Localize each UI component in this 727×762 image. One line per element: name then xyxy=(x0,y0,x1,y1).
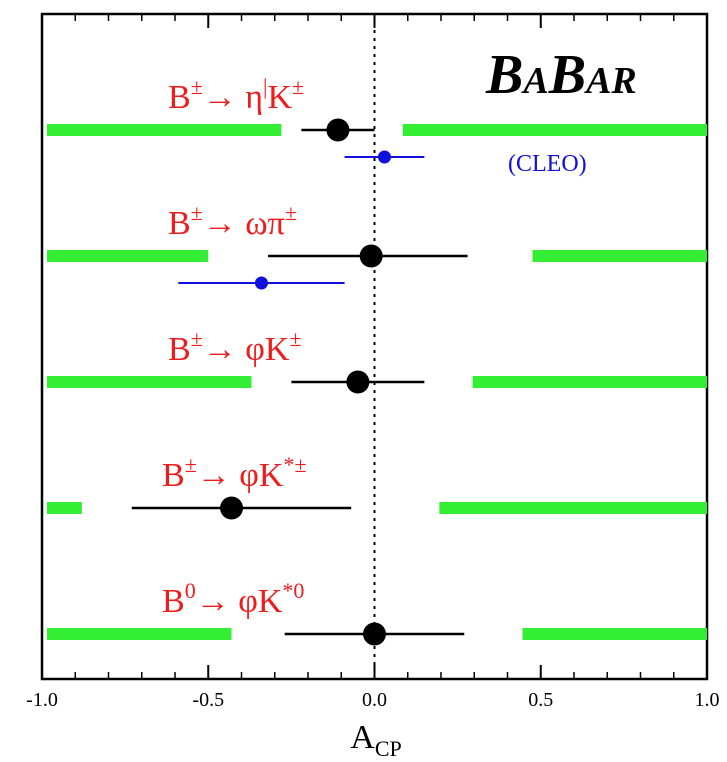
excluded-region-bar xyxy=(472,376,707,388)
decay-parent-charge: ± xyxy=(191,74,203,99)
decay-row: B±→ φK*± xyxy=(47,452,707,520)
decay-particle-prime: | xyxy=(263,74,267,99)
logo-letter: B xyxy=(485,44,523,106)
excluded-region-bar xyxy=(439,502,707,514)
decay-particle: ωπ xyxy=(245,205,285,242)
decay-arrow: → xyxy=(203,205,246,242)
decay-meson: K xyxy=(265,331,290,368)
decay-label: B0→ φK*0 xyxy=(162,578,304,620)
excluded-region-bar xyxy=(47,628,232,640)
excluded-region-bar xyxy=(47,124,282,136)
decay-rows: (CLEO)B±→ η|K±B±→ ωπ±B±→ φK±B±→ φK*±B0→ … xyxy=(47,74,707,646)
decay-particle: φ xyxy=(245,331,265,368)
excluded-region-bar xyxy=(532,250,707,262)
x-axis-ticks: -1.0 -0.5 0.0 0.5 1.0 xyxy=(26,14,720,711)
babar-data-point xyxy=(326,118,350,142)
x-tick-label: -0.5 xyxy=(192,689,224,711)
decay-meson: K xyxy=(258,583,283,620)
decay-row: B±→ ωπ± xyxy=(47,200,707,290)
decay-arrow: → xyxy=(203,331,246,368)
decay-meson: K xyxy=(267,79,292,116)
decay-parent-charge: ± xyxy=(191,326,203,351)
decay-label: B±→ ωπ± xyxy=(168,200,297,242)
babar-data-point xyxy=(359,244,383,268)
babar-data-point xyxy=(220,496,244,520)
logo-letter: A xyxy=(521,60,548,102)
decay-label: B±→ η|K± xyxy=(168,74,304,116)
cleo-label: (CLEO) xyxy=(508,151,587,177)
decay-row: (CLEO)B±→ η|K± xyxy=(47,74,707,177)
x-tick-label: 0.0 xyxy=(362,689,387,711)
decay-parent: B xyxy=(162,457,185,494)
decay-meson-charge: *± xyxy=(283,452,306,477)
decay-particle: η xyxy=(245,79,263,116)
x-axis-label: ACP xyxy=(350,719,401,761)
excluded-region-bar xyxy=(47,502,82,514)
decay-meson: K xyxy=(259,457,284,494)
decay-label: B±→ φK± xyxy=(168,326,302,368)
x-tick-label: 0.5 xyxy=(528,689,553,711)
decay-arrow: → xyxy=(203,79,246,116)
x-tick-label: 1.0 xyxy=(695,689,720,711)
decay-particle: φ xyxy=(238,583,258,620)
logo-letter: B xyxy=(548,44,586,106)
cleo-data-point xyxy=(377,150,391,164)
x-axis-label-main: A xyxy=(350,719,375,756)
babar-data-point xyxy=(346,370,370,394)
decay-meson-charge: *0 xyxy=(282,578,304,603)
decay-label: B±→ φK*± xyxy=(162,452,307,494)
decay-parent: B xyxy=(168,205,191,242)
decay-parent-charge: ± xyxy=(185,452,197,477)
decay-row: B0→ φK*0 xyxy=(47,578,707,646)
decay-parent: B xyxy=(168,331,191,368)
plot-frame xyxy=(40,12,709,681)
decay-meson-charge: ± xyxy=(285,200,297,225)
babar-data-point xyxy=(363,622,386,646)
decay-parent: B xyxy=(162,583,185,620)
x-tick-label: -1.0 xyxy=(26,689,58,711)
logo-letter: AR xyxy=(584,60,637,102)
decay-row: B±→ φK± xyxy=(47,326,707,394)
decay-parent-charge: 0 xyxy=(185,578,196,603)
excluded-region-bar xyxy=(47,376,252,388)
excluded-region-bar xyxy=(47,250,209,262)
decay-meson-charge: ± xyxy=(289,326,301,351)
cleo-data-point xyxy=(254,276,268,290)
decay-parent-charge: ± xyxy=(191,200,203,225)
excluded-region-bar xyxy=(402,124,707,136)
excluded-region-bar xyxy=(522,628,707,640)
decay-meson-charge: ± xyxy=(292,74,304,99)
babar-logo: BABAR xyxy=(485,44,637,106)
x-axis-label-sub: CP xyxy=(375,736,402,761)
decay-particle: φ xyxy=(239,457,259,494)
decay-arrow: → xyxy=(197,457,240,494)
decay-parent: B xyxy=(168,79,191,116)
decay-arrow: → xyxy=(196,583,239,620)
